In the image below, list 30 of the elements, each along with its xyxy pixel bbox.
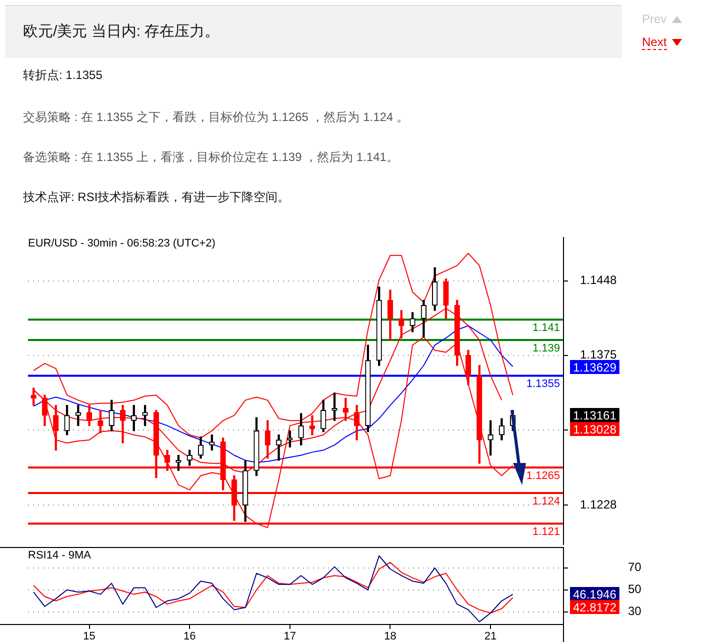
ref-line-label: 1.141 — [532, 322, 560, 334]
text: 42.8172 — [573, 600, 617, 614]
ref-line-label: 1.139 — [532, 342, 560, 355]
text: 1.13028 — [573, 422, 617, 436]
x-tick-label: 21 — [484, 630, 497, 642]
ref-line-label: 1.1265 — [526, 470, 560, 482]
x-tick-label: 15 — [83, 630, 96, 642]
chart-title: RSI14 - 9MA — [28, 550, 92, 562]
text: Next — [642, 35, 667, 50]
y-tick-label: 1.1375 — [580, 348, 618, 362]
text: 转折点: 1.1355 — [23, 67, 102, 84]
x-tick-label: 17 — [284, 630, 296, 642]
y-tick-label: 70 — [628, 560, 642, 574]
ref-line-label: 1.121 — [532, 526, 560, 538]
text: 欧元/美元 当日内: 存在压力。 — [23, 22, 220, 41]
ref-line-label: 1.124 — [532, 496, 560, 508]
text: 46.1946 — [573, 587, 617, 602]
ref-line-label: 1.1355 — [526, 378, 560, 390]
text: 交易策略 : 在 1.1355 之下，看跌，目标价位为 1.1265 ，然后为 1.124 。 — [23, 109, 408, 126]
text: 备选策略 : 在 1.1355 上，看涨，目标价位定在 1.139 ，然后为 1.141。 — [23, 149, 398, 166]
y-tick-label: 1.1228 — [580, 498, 618, 512]
x-tick-label: 18 — [384, 630, 396, 642]
text: 技术点评: RSI技术指标看跌，有进一步下降空间。 — [23, 189, 290, 206]
y-tick-label: 1.1448 — [580, 273, 618, 288]
text: 1.13161 — [573, 408, 617, 422]
chart-title: EUR/USD - 30min - 06:58:23 (UTC+2) — [28, 238, 216, 250]
y-tick-label: 50 — [628, 582, 642, 596]
x-tick-label: 16 — [183, 630, 196, 642]
text: 1.13629 — [573, 360, 617, 374]
y-tick-label: 30 — [628, 604, 642, 618]
